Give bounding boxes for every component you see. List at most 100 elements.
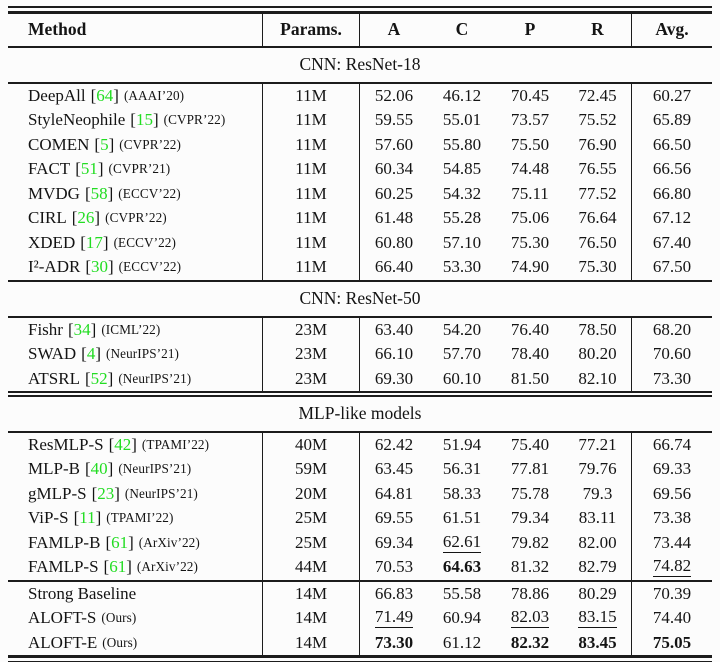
venue-label: (ECCV’22) [118, 259, 182, 275]
metric-value: 61.51 [442, 508, 482, 528]
metric-value: 62.42 [374, 434, 414, 454]
horizontal-rule [8, 655, 712, 658]
citation[interactable]: [15] [130, 110, 158, 130]
citation[interactable]: [61] [105, 533, 133, 553]
method-name: ResMLP-S [28, 434, 104, 454]
citation-number[interactable]: 26 [77, 208, 95, 228]
metric-value: 75.30 [578, 257, 617, 277]
method-name: SWAD [28, 344, 77, 364]
avg-cell: 68.20 [632, 318, 712, 343]
metric-value: 75.52 [578, 110, 617, 130]
params-value: 23M [294, 319, 328, 339]
bracket: [ [80, 232, 86, 252]
avg-cell: 70.39 [632, 582, 712, 607]
value-cell-r: 72.45 [564, 83, 632, 108]
citation[interactable]: [5] [94, 135, 114, 155]
citation[interactable]: [34] [68, 320, 96, 340]
method-cell: FAMLP-B [61] (ArXiv’22) [8, 530, 263, 555]
citation-number[interactable]: 30 [90, 257, 108, 277]
citation[interactable]: [30] [85, 257, 113, 277]
avg-value: 66.80 [652, 183, 692, 203]
value-cell-r: 79.3 [564, 481, 632, 506]
citation-number[interactable]: 15 [135, 110, 153, 130]
avg-value: 73.44 [652, 532, 692, 552]
venue-label: (ECCV’22) [113, 234, 176, 250]
venue-label: (ArXiv’22) [138, 534, 200, 550]
value-cell-r: 83.45 [564, 630, 632, 655]
venue-label: (CVPR’22) [163, 112, 226, 128]
citation[interactable]: [64] [91, 86, 119, 106]
citation[interactable]: [40] [85, 459, 113, 479]
method-name: FACT [28, 159, 71, 179]
citation[interactable]: [23] [92, 484, 120, 504]
bracket: ] [107, 257, 114, 277]
col-header-params: Params. [263, 13, 360, 46]
col-header-p: P [496, 14, 564, 46]
venue-label: (CVPR’22) [119, 136, 181, 152]
value-cell-r: 80.20 [564, 342, 632, 367]
citation-number[interactable]: 5 [100, 134, 109, 154]
citation-number[interactable]: 42 [114, 434, 132, 454]
citation-number[interactable]: 4 [86, 344, 96, 364]
bracket: [ [85, 257, 91, 277]
metric-value: 54.32 [442, 183, 482, 203]
citation-number[interactable]: 51 [80, 159, 98, 179]
bracket: ] [107, 459, 114, 479]
metric-value: 82.10 [578, 368, 617, 388]
citation[interactable]: [42] [109, 435, 137, 455]
citation[interactable]: [17] [80, 233, 108, 253]
metric-value: 61.48 [374, 208, 414, 228]
citation[interactable]: [4] [81, 344, 101, 364]
horizontal-rule [8, 579, 712, 582]
citation-number[interactable]: 11 [79, 508, 96, 528]
citation[interactable]: [52] [85, 369, 113, 389]
params-cell: 25M [263, 530, 360, 555]
value-cell-a: 60.80 [360, 231, 428, 256]
metric-value: 55.01 [442, 110, 482, 130]
metric-value: 64.81 [374, 483, 414, 503]
citation[interactable]: [58] [85, 184, 113, 204]
metric-value: 75.50 [510, 134, 550, 154]
metric-value: 69.55 [374, 508, 414, 528]
metric-value: 57.70 [442, 344, 482, 364]
table-row: ALOFT-E (Ours) 14M 73.30 61.12 82.32 83.45 75.0… [8, 630, 712, 655]
citation-number[interactable]: 52 [90, 368, 108, 388]
citation-number[interactable]: 17 [85, 232, 103, 252]
value-cell-r: 76.55 [564, 157, 632, 182]
citation-number[interactable]: 61 [109, 557, 127, 577]
metric-value: 74.48 [510, 159, 550, 179]
method-name: FAMLP-S [28, 557, 99, 577]
metric-value: 63.45 [374, 459, 414, 479]
bracket: ] [113, 85, 119, 105]
citation-number[interactable]: 58 [90, 183, 108, 203]
venue-label: (Ours) [102, 634, 138, 650]
citation-number[interactable]: 40 [90, 459, 108, 479]
table-row: ResMLP-S [42] (TPAMI’22) 40M 62.42 51.94 75.40… [8, 432, 712, 458]
citation-number[interactable]: 61 [111, 532, 129, 552]
citation[interactable]: [11] [74, 508, 102, 528]
metric-value: 72.45 [578, 85, 617, 105]
col-header-avg: Avg. [632, 14, 712, 46]
metric-value: 66.83 [374, 583, 414, 603]
bracket: ] [97, 159, 104, 179]
value-cell-c: 46.12 [428, 84, 496, 109]
method-cell: FACT [51] (CVPR’21) [8, 157, 263, 182]
citation-number[interactable]: 64 [96, 85, 114, 105]
citation[interactable]: [61] [104, 557, 132, 577]
value-cell-c: 62.61 [428, 531, 496, 556]
avg-value: 74.40 [652, 608, 692, 628]
metric-value: 79.76 [578, 459, 617, 479]
metric-value: 83.45 [578, 632, 617, 652]
value-cell-p: 75.30 [496, 231, 564, 256]
venue-label: (ECCV’22) [118, 185, 181, 201]
citation[interactable]: [26] [72, 208, 100, 228]
avg-cell: 66.74 [632, 433, 712, 458]
citation-number[interactable]: 23 [97, 483, 115, 503]
citation-number[interactable]: 34 [73, 319, 91, 339]
method-cell: CIRL [26] (CVPR’22) [8, 206, 263, 231]
value-cell-c: 57.70 [428, 342, 496, 367]
params-cell: 11M [263, 206, 360, 231]
horizontal-rule [8, 279, 712, 282]
value-cell-p: 81.50 [496, 367, 564, 392]
citation[interactable]: [51] [75, 159, 103, 179]
